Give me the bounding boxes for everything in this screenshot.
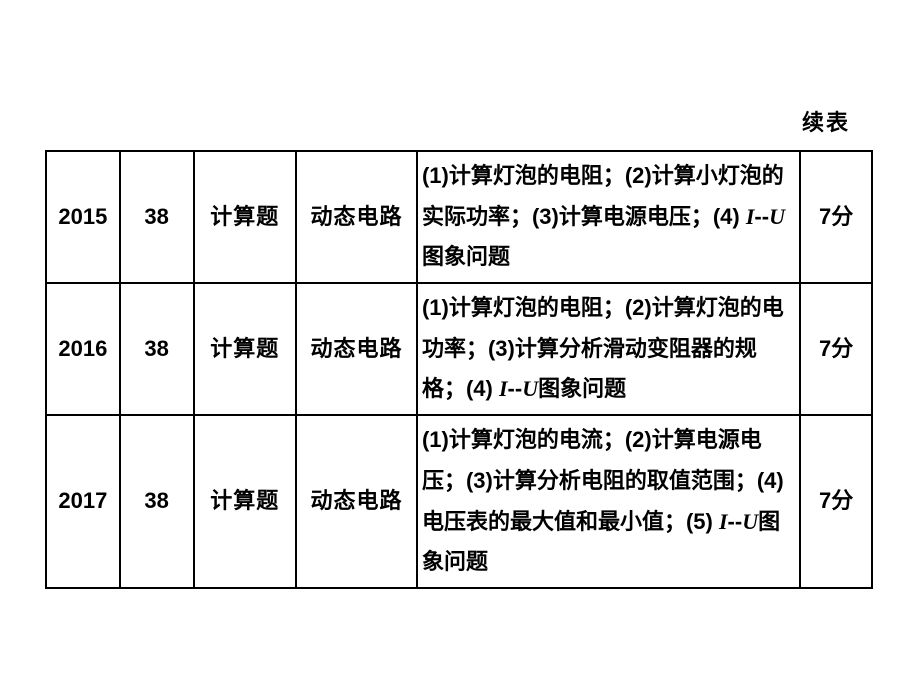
cell-year: 2016 xyxy=(46,283,120,415)
table-row: 2016 38 计算题 动态电路 (1)计算灯泡的电阻；(2)计算灯泡的电功率；… xyxy=(46,283,872,415)
cell-description: (1)计算灯泡的电阻；(2)计算灯泡的电功率；(3)计算分析滑动变阻器的规格；(… xyxy=(417,283,800,415)
cell-topic: 动态电路 xyxy=(296,283,417,415)
cell-number: 38 xyxy=(120,283,194,415)
document-page: 续表 2015 38 计算题 动态电路 (1)计算灯泡的电阻；(2)计算小灯泡的… xyxy=(0,0,920,690)
cell-type: 计算题 xyxy=(194,415,296,588)
cell-type: 计算题 xyxy=(194,151,296,283)
cell-year: 2015 xyxy=(46,151,120,283)
continuation-label: 续表 xyxy=(802,105,850,137)
table-row: 2017 38 计算题 动态电路 (1)计算灯泡的电流；(2)计算电源电压；(3… xyxy=(46,415,872,588)
cell-number: 38 xyxy=(120,415,194,588)
data-table: 2015 38 计算题 动态电路 (1)计算灯泡的电阻；(2)计算小灯泡的实际功… xyxy=(45,150,873,589)
cell-score: 7分 xyxy=(800,283,872,415)
cell-topic: 动态电路 xyxy=(296,151,417,283)
cell-score: 7分 xyxy=(800,415,872,588)
cell-type: 计算题 xyxy=(194,283,296,415)
cell-score: 7分 xyxy=(800,151,872,283)
cell-number: 38 xyxy=(120,151,194,283)
cell-description: (1)计算灯泡的电流；(2)计算电源电压；(3)计算分析电阻的取值范围；(4)电… xyxy=(417,415,800,588)
cell-topic: 动态电路 xyxy=(296,415,417,588)
table-row: 2015 38 计算题 动态电路 (1)计算灯泡的电阻；(2)计算小灯泡的实际功… xyxy=(46,151,872,283)
cell-year: 2017 xyxy=(46,415,120,588)
cell-description: (1)计算灯泡的电阻；(2)计算小灯泡的实际功率；(3)计算电源电压；(4) I… xyxy=(417,151,800,283)
